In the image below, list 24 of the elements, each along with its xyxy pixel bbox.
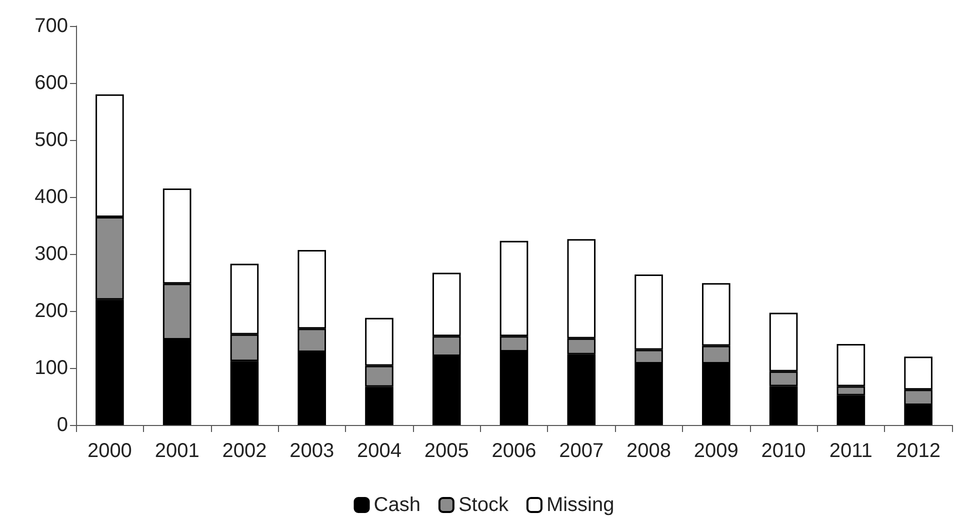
y-tick-label: 700 bbox=[34, 15, 68, 37]
y-tick-label: 600 bbox=[34, 72, 68, 94]
y-tick-label: 0 bbox=[56, 414, 68, 436]
x-tick-label: 2006 bbox=[492, 440, 536, 462]
y-tick-label: 100 bbox=[34, 357, 68, 379]
y-tick-label: 300 bbox=[34, 243, 68, 265]
x-tick-label: 2012 bbox=[896, 440, 941, 462]
x-tick-label: 2009 bbox=[694, 440, 738, 462]
x-tick-label: 2005 bbox=[424, 440, 469, 462]
x-tick-label: 2002 bbox=[222, 440, 267, 462]
y-tick-label: 500 bbox=[34, 129, 68, 151]
x-tick-label: 2011 bbox=[829, 440, 872, 462]
x-tick-label: 2000 bbox=[87, 440, 132, 462]
legend-label: Missing bbox=[546, 494, 614, 516]
y-tick-label: 400 bbox=[34, 186, 68, 208]
legend-label: Stock bbox=[458, 494, 510, 516]
legend-label: Cash bbox=[374, 494, 420, 516]
x-tick-label: 2003 bbox=[290, 440, 334, 462]
x-tick-label: 2010 bbox=[761, 440, 806, 462]
x-tick-label: 2001 bbox=[154, 440, 200, 462]
x-tick-label: 2004 bbox=[356, 440, 402, 462]
x-tick-label: 2008 bbox=[626, 440, 672, 462]
y-tick-label: 200 bbox=[34, 300, 68, 322]
x-tick-label: 2007 bbox=[559, 440, 604, 462]
